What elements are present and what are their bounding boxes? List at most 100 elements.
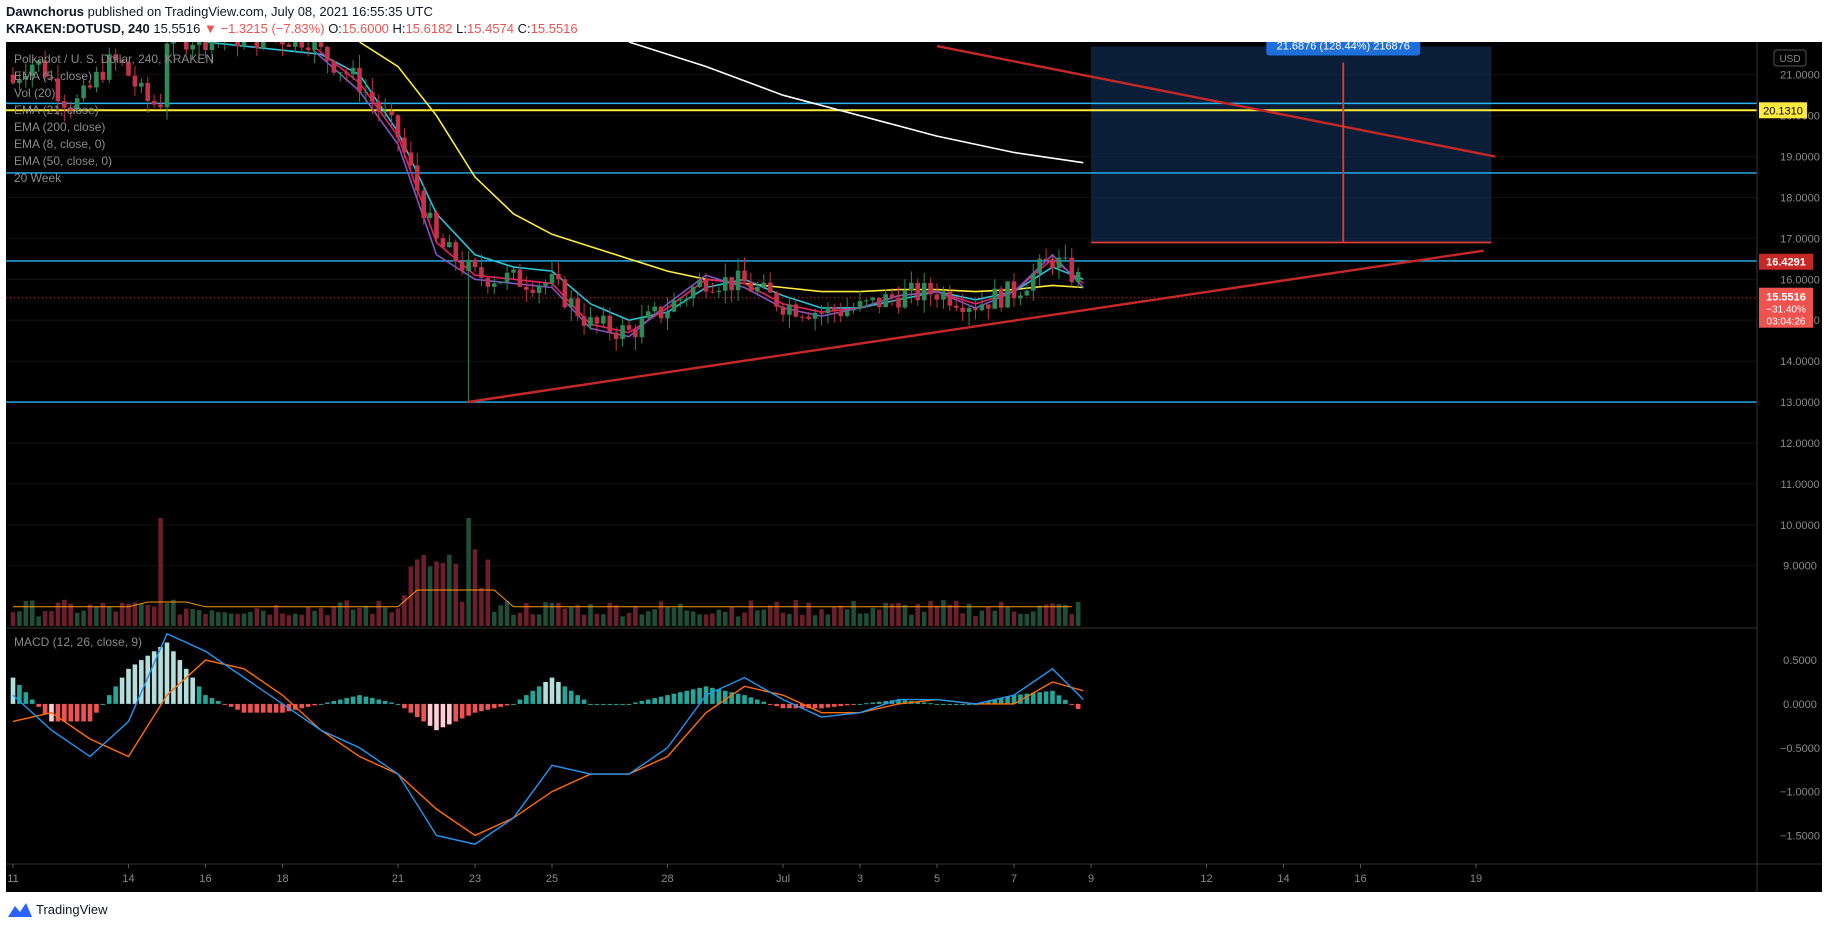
footer-brand: TradingView: [36, 902, 108, 917]
volume-bar-1: [17, 611, 22, 626]
macd-hist-123: [799, 703, 805, 709]
macd-hist-160: [1037, 692, 1042, 704]
macd-hist-45: [299, 703, 305, 709]
candle-body-99: [645, 311, 651, 319]
candle-body-165: [1069, 257, 1075, 283]
candle-body-29: [196, 42, 202, 45]
candle-body-69: [453, 242, 459, 262]
author-name[interactable]: Dawnchorus: [6, 4, 85, 19]
volume-bar-137: [889, 603, 895, 626]
macd-hist-117: [761, 701, 767, 704]
volume-bar-79: [517, 612, 523, 626]
macd-hist-154: [998, 698, 1004, 704]
volume-bar-140: [909, 614, 914, 626]
candle-body-67: [440, 238, 446, 248]
currency-badge[interactable]: USD: [1773, 49, 1807, 67]
volume-bar-57: [376, 601, 382, 626]
candle-body-47: [312, 42, 317, 50]
target-marks: 21.6876 (128.44%) 216876: [1091, 42, 1492, 244]
volume-bar-112: [729, 606, 734, 626]
macd-hist-97: [633, 702, 638, 704]
legend-item-4[interactable]: EMA (8, close, 0): [14, 137, 105, 151]
macd-hist-10: [74, 703, 80, 722]
volume-bar-108: [703, 614, 709, 626]
macd-hist-162: [1050, 690, 1055, 704]
volume-bar-44: [293, 613, 298, 626]
macd-hist-126: [819, 703, 824, 709]
legend-item-2[interactable]: EMA (21, close): [14, 103, 99, 117]
time-tick-8: Jul: [776, 873, 790, 885]
volume-bar-132: [857, 613, 863, 626]
macd-hist-130: [844, 703, 850, 706]
candle-body-124: [806, 316, 811, 319]
volume-bar-37: [248, 611, 253, 626]
macd-hist-101: [658, 696, 664, 704]
candle-body-133: [864, 300, 869, 302]
candle-body-153: [992, 288, 998, 309]
macd-hist-71: [466, 703, 471, 716]
candle-body-57: [376, 101, 382, 112]
volume-bar-129: [838, 605, 844, 626]
macd-axis[interactable]: 0.5000 0.0000 −0.5000 −1.0000 −1.5000: [1780, 655, 1820, 842]
macd-hist-16: [113, 686, 118, 704]
candle-body-27: [183, 42, 189, 50]
macd-hist-49: [325, 702, 330, 704]
price-chart[interactable]: 21.6876 (128.44%) 216876 21.000020.00001…: [0, 42, 1828, 892]
macd-hist-67: [440, 703, 446, 728]
candle-body-25: [171, 42, 176, 44]
volume-bar-62: [408, 566, 414, 626]
legend-item-1[interactable]: Vol (20): [14, 86, 55, 100]
volume-bar-91: [594, 613, 600, 626]
macd-label[interactable]: MACD (12, 26, close, 9): [14, 635, 142, 649]
candle-body-22: [151, 101, 157, 105]
volume-bar-12: [87, 604, 93, 626]
macd-hist-66: [434, 703, 439, 731]
candle-body-80: [524, 286, 529, 290]
price-tick-5: 16.0000: [1780, 274, 1820, 286]
legend-item-5[interactable]: EMA (50, close, 0): [14, 154, 112, 168]
volume-bar-59: [389, 612, 394, 626]
macd-hist-129: [838, 703, 844, 707]
candle-body-160: [1037, 258, 1042, 274]
volume-bar-0: [10, 612, 16, 626]
candle-body-119: [774, 292, 779, 307]
macd-hist-7: [55, 703, 61, 722]
macd-hist-59: [389, 702, 394, 704]
volume-bar-145: [941, 600, 946, 626]
macd-hist-89: [581, 699, 587, 704]
macd-hist-83: [543, 681, 548, 704]
legend-item-3[interactable]: EMA (200, close): [14, 120, 105, 134]
volume-bar-22: [151, 606, 157, 626]
candle-body-108: [703, 280, 709, 292]
candle-body-93: [607, 315, 613, 333]
macd-hist-4: [36, 703, 41, 707]
footer[interactable]: TradingView: [8, 902, 108, 917]
macd-hist-37: [248, 703, 253, 713]
price-tick-2: 19.0000: [1780, 152, 1820, 164]
volume-bar-87: [568, 607, 574, 626]
price-tick-11: 10.0000: [1780, 520, 1820, 532]
candle-body-163: [1056, 257, 1062, 268]
macd-hist-51: [337, 699, 343, 704]
time-axis[interactable]: 11 14 16 18 21 23 25 28 Jul 3 5 7 9 12 14 16 19: [7, 864, 1482, 885]
volume-bar-27: [183, 608, 189, 626]
candle-body-111: [722, 277, 728, 291]
candle-body-7: [55, 78, 61, 102]
candle-body-23: [158, 104, 163, 108]
candle-body-112: [729, 277, 734, 291]
volume-bar-148: [960, 613, 965, 626]
time-tick-16: 19: [1470, 873, 1482, 885]
volume-bar-101: [658, 601, 664, 626]
legend-item-6[interactable]: 20 Week: [14, 171, 62, 185]
macd-hist-8: [62, 703, 67, 722]
legend-item-0[interactable]: EMA (5, close): [14, 69, 92, 83]
volume-bar-16: [113, 611, 118, 626]
price-axis[interactable]: 21.000020.000019.000018.000017.000016.00…: [1780, 70, 1820, 573]
macd-hist-69: [453, 703, 459, 722]
volume-bar-150: [973, 615, 978, 626]
volume-bar-102: [665, 607, 670, 626]
volume-bar-6: [49, 611, 54, 626]
candle-body-146: [947, 291, 953, 306]
volume-bar-30: [203, 613, 208, 626]
macd-hist-105: [684, 690, 690, 704]
